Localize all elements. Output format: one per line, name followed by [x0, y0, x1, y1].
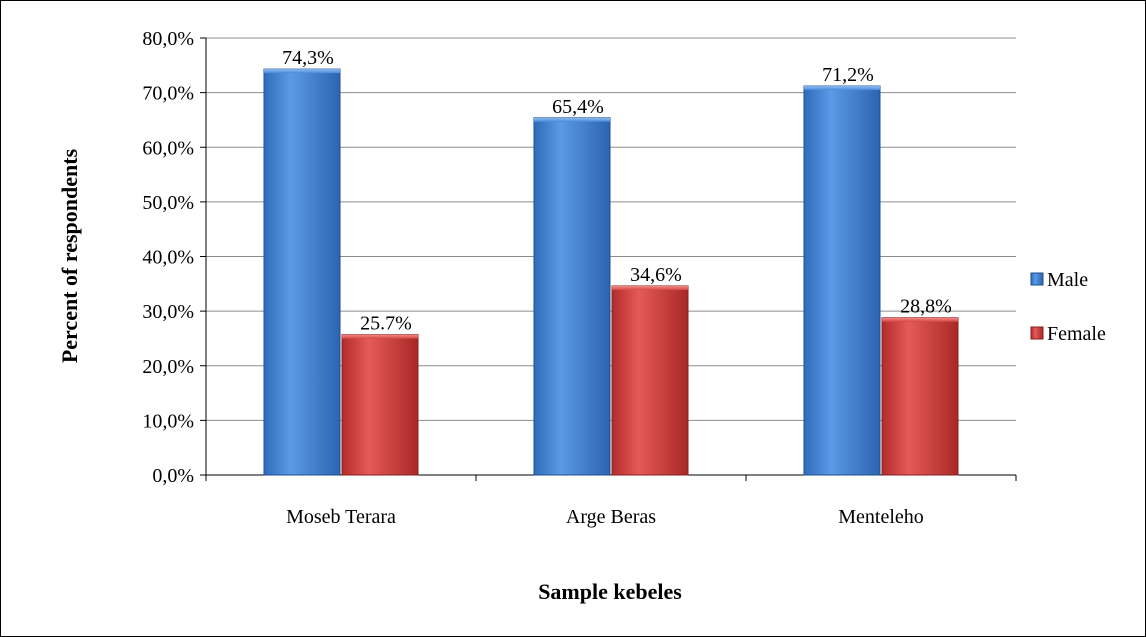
y-tick-label: 10,0%	[142, 410, 194, 432]
y-tick-label: 70,0%	[142, 83, 194, 105]
y-tick-label: 30,0%	[142, 301, 194, 323]
data-label: 34,6%	[630, 264, 682, 286]
bar-female	[881, 317, 959, 476]
bar-female	[341, 334, 419, 476]
data-label: 74,3%	[282, 47, 334, 69]
bar-male-highlight	[264, 69, 340, 74]
x-tick-label: Moseb Terara	[286, 506, 396, 528]
data-label: 65,4%	[552, 96, 604, 118]
y-tick-label: 20,0%	[142, 356, 194, 378]
y-tick-label: 50,0%	[142, 192, 194, 214]
bar-male	[263, 68, 341, 476]
bars	[263, 68, 959, 476]
legend-swatch-female	[1030, 326, 1044, 340]
gridlines	[206, 37, 1016, 421]
axes: 0,0% 10,0% 20,0% 30,0% 40,0% 50,0% 60,0% 70,0% 8…	[142, 28, 1017, 528]
y-axis-title: Percent of respondents	[57, 148, 82, 363]
data-label: 71,2%	[822, 64, 874, 86]
legend: Male Female	[1030, 269, 1106, 345]
bar-female-highlight	[342, 334, 418, 339]
bar-male	[803, 85, 881, 476]
y-tick-label: 60,0%	[142, 137, 194, 159]
x-tick-label: Menteleho	[838, 506, 924, 528]
y-tick-label: 80,0%	[142, 28, 194, 50]
bar-male	[533, 117, 611, 476]
y-tick-label: 0,0%	[152, 465, 194, 487]
legend-label-male: Male	[1047, 269, 1088, 291]
bar-female	[611, 285, 689, 476]
data-labels: 74,3% 25.7% 65,4% 34,6% 71,2% 28,8%	[282, 47, 952, 334]
legend-label-female: Female	[1047, 323, 1106, 345]
x-axis-title: Sample kebeles	[538, 579, 682, 604]
bar-female-highlight	[882, 317, 958, 322]
bar-male-highlight	[804, 86, 880, 91]
data-label: 25.7%	[360, 313, 412, 335]
y-tick-label: 40,0%	[142, 247, 194, 269]
x-tick-label: Arge Beras	[566, 506, 656, 528]
legend-swatch-male	[1030, 272, 1044, 286]
bar-male-highlight	[534, 117, 610, 122]
bar-female-highlight	[612, 285, 688, 290]
data-label: 28,8%	[900, 296, 952, 318]
